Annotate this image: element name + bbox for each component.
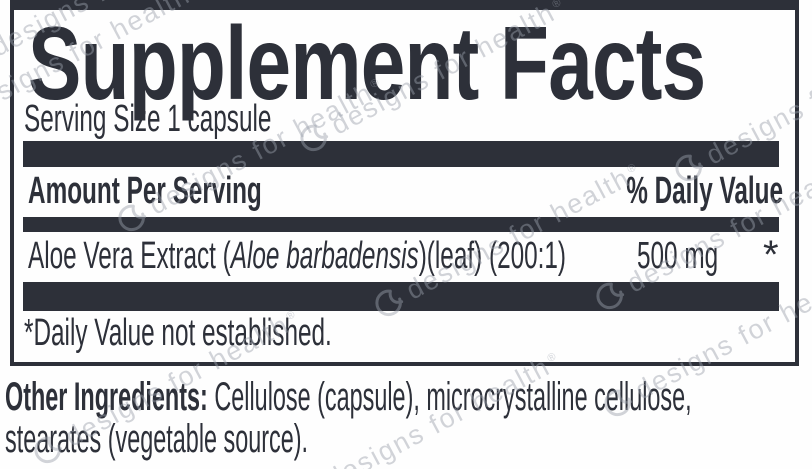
serving-size: Serving Size 1 capsule (24, 100, 411, 138)
amount-per-serving-label: Amount Per Serving (28, 170, 262, 212)
ingredient-name-post: )(leaf) (200:1) (418, 235, 567, 277)
ingredient-dv-asterisk: * (763, 233, 779, 277)
serving-size-text: Serving Size 1 capsule (24, 98, 272, 140)
daily-value-footnote-text: *Daily Value not established. (24, 312, 332, 354)
daily-value-header: % Daily Value (538, 172, 783, 210)
ingredient-amount-value: 500 mg (637, 235, 719, 277)
daily-value-label: % Daily Value (626, 170, 783, 212)
ingredient-name: Aloe Vera Extract (Aloe barbadensis)(lea… (28, 237, 566, 275)
supplement-facts-title: Supplement Facts (28, 6, 706, 122)
other-ingredients-text2: stearates (vegetable source). (5, 417, 309, 461)
ingredient-amount: 500 mg (637, 237, 764, 275)
amount-per-serving-header: Amount Per Serving (28, 172, 393, 210)
ingredient-name-pre: Aloe Vera Extract ( (28, 235, 231, 277)
other-ingredients-label: Other Ingredients: (5, 375, 208, 419)
section-divider-bar (23, 217, 779, 232)
other-ingredients-line1: Other Ingredients: Cellulose (capsule), m… (5, 377, 812, 417)
section-divider-bar (23, 282, 779, 311)
other-ingredients-text1: Cellulose (capsule), microcrystalline ce… (214, 375, 692, 419)
ingredient-row: Aloe Vera Extract (Aloe barbadensis)(lea… (28, 237, 812, 275)
label-border-box (10, 0, 799, 366)
ingredient-botanical-name: Aloe barbadensis (230, 235, 419, 277)
other-ingredients-line2: stearates (vegetable source). (5, 419, 523, 459)
section-divider-bar (23, 141, 779, 167)
daily-value-footnote: *Daily Value not established. (24, 314, 505, 352)
